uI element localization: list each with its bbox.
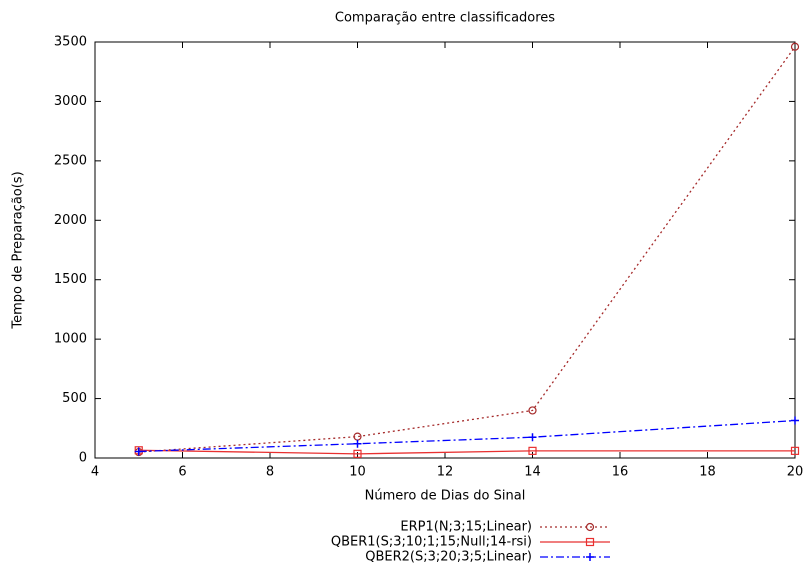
marker	[790, 446, 800, 455]
x-tick-label: 6	[178, 465, 186, 480]
x-tick-label: 16	[612, 465, 629, 480]
x-tick-label: 4	[91, 465, 99, 480]
marker	[585, 522, 595, 532]
x-axis-label: Número de Dias do Sinal	[365, 489, 526, 504]
y-tick-label: 1000	[54, 332, 87, 347]
marker	[790, 42, 800, 51]
marker	[528, 433, 537, 442]
chart-title: Comparação entre classificadores	[335, 11, 555, 26]
series-line	[138, 46, 796, 453]
series-line	[138, 419, 796, 453]
x-tick-label: 20	[787, 465, 804, 480]
y-tick-label: 0	[79, 451, 87, 466]
legend-label: ERP1(N;3;15;Linear)	[400, 520, 532, 535]
marker	[791, 416, 799, 425]
legend-label: QBER2(S;3;20;3;5;Linear)	[365, 550, 532, 565]
y-tick-label: 1500	[54, 272, 87, 287]
x-tick-label: 8	[266, 465, 274, 480]
x-tick-label: 12	[437, 465, 454, 480]
legend-label: QBER1(S;3;10;1;15;Null;14-rsi)	[331, 535, 532, 550]
y-tick-label: 2000	[54, 213, 87, 228]
x-tick-label: 18	[699, 465, 716, 480]
y-axis-label: Tempo de Preparação(s)	[11, 171, 26, 329]
x-tick-label: 10	[349, 465, 366, 480]
y-tick-label: 3500	[54, 35, 87, 50]
marker	[528, 446, 537, 455]
y-tick-label: 500	[62, 391, 87, 406]
y-tick-label: 2500	[54, 153, 87, 168]
marker	[353, 449, 362, 458]
marker	[353, 439, 362, 448]
series-line	[138, 449, 795, 455]
marker	[586, 553, 594, 561]
marker	[528, 406, 537, 415]
marker	[585, 537, 595, 547]
x-tick-label: 14	[524, 465, 541, 480]
y-tick-label: 3000	[54, 94, 87, 109]
plot-frame	[94, 41, 796, 459]
marker	[134, 447, 143, 456]
